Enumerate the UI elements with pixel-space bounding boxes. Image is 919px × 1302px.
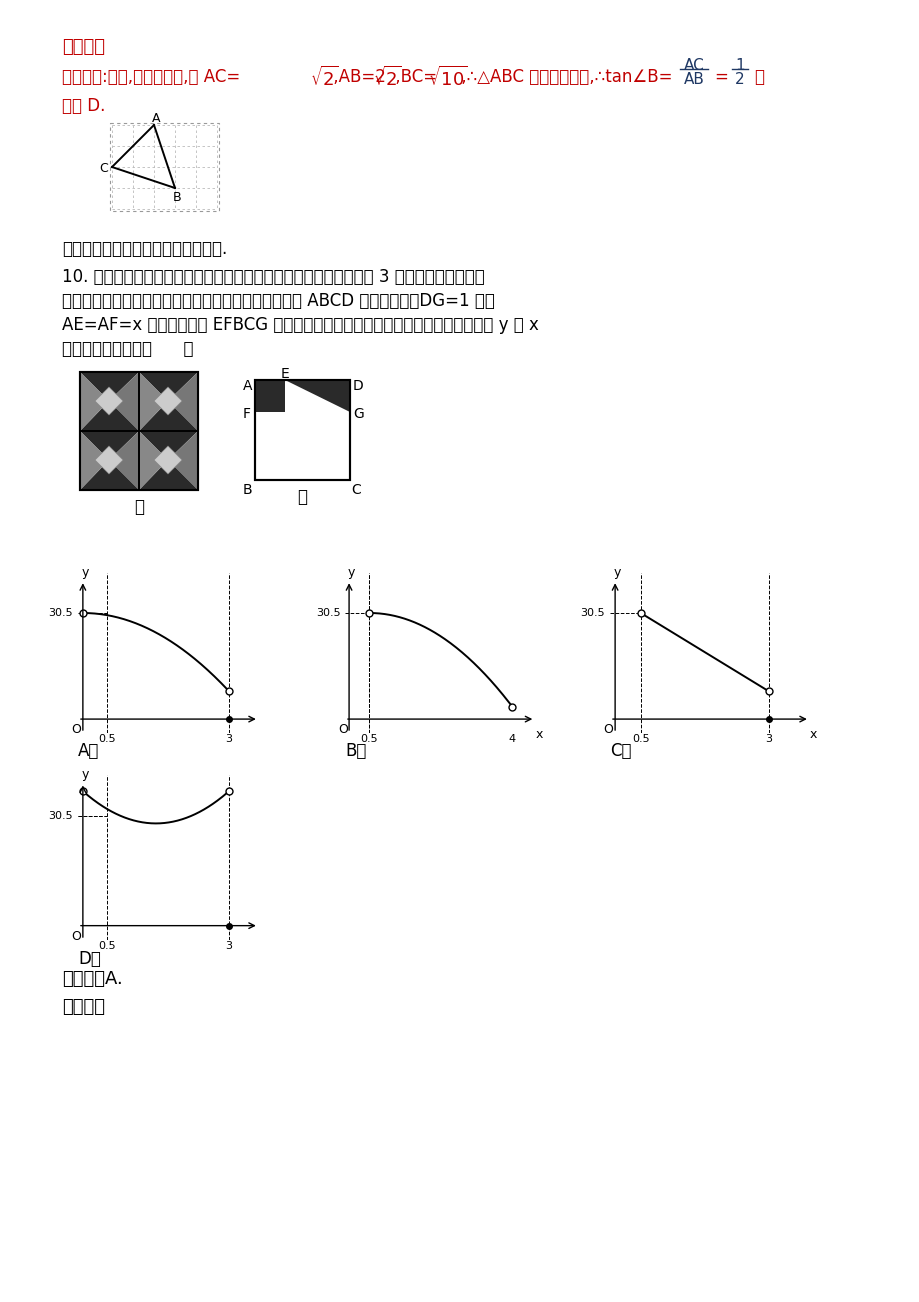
Text: y: y [82, 768, 89, 781]
Text: D: D [353, 379, 363, 393]
Polygon shape [153, 387, 182, 415]
Text: 4: 4 [508, 734, 516, 745]
Polygon shape [139, 401, 198, 431]
Text: ,AB=2: ,AB=2 [328, 68, 385, 86]
Polygon shape [255, 380, 285, 411]
Text: 【答案】A.: 【答案】A. [62, 970, 122, 988]
Text: E: E [280, 367, 289, 381]
Text: y: y [613, 566, 620, 579]
Polygon shape [139, 431, 168, 490]
Polygon shape [80, 431, 139, 460]
Bar [80, 372, 198, 490]
Text: 考点：网格型；锐角三角函数的定义.: 考点：网格型；锐角三角函数的定义. [62, 240, 227, 258]
Polygon shape [139, 431, 198, 460]
Text: AE=AF=x 米，在五边形 EFBCG 区域上种植花卉，则大正方形花坛种植花卉的面积 y 与 x: AE=AF=x 米，在五边形 EFBCG 区域上种植花卉，则大正方形花坛种植花卉… [62, 316, 539, 335]
Polygon shape [80, 372, 139, 401]
Text: G: G [353, 408, 363, 421]
Bar [80, 372, 198, 490]
Text: O: O [603, 723, 613, 736]
Text: y: y [82, 566, 89, 579]
Text: 0.5: 0.5 [98, 734, 116, 745]
Text: ,BC=: ,BC= [390, 68, 437, 86]
Polygon shape [153, 447, 182, 474]
Polygon shape [139, 372, 198, 401]
Polygon shape [95, 447, 123, 474]
Text: 1: 1 [734, 59, 744, 73]
Text: D．: D． [78, 950, 101, 967]
Text: A: A [243, 379, 252, 393]
Text: B．: B． [345, 742, 366, 760]
Text: x: x [535, 728, 542, 741]
Text: F: F [243, 408, 251, 421]
Text: 30.5: 30.5 [49, 608, 73, 618]
Text: 且每个小正方形的种植方案相同．其中的一个小正方形 ABCD 如图乙所示，DG=1 米，: 且每个小正方形的种植方案相同．其中的一个小正方形 ABCD 如图乙所示，DG=1… [62, 292, 494, 310]
Text: AC: AC [683, 59, 704, 73]
Polygon shape [80, 460, 139, 490]
Bar [255, 380, 349, 480]
Text: A: A [152, 112, 160, 125]
Text: AB: AB [683, 72, 704, 87]
Text: 0.5: 0.5 [98, 941, 116, 952]
Text: =: = [713, 68, 727, 86]
Text: 3: 3 [225, 734, 233, 745]
Text: 3: 3 [225, 941, 233, 952]
Text: 30.5: 30.5 [316, 608, 341, 618]
Text: ,∴△ABC 为直角三角形,∴tan∠B=: ,∴△ABC 为直角三角形,∴tan∠B= [456, 68, 672, 86]
Text: 【解析】: 【解析】 [62, 999, 105, 1016]
Text: 0.5: 0.5 [631, 734, 649, 745]
Text: B: B [243, 483, 253, 497]
Text: ，: ， [754, 68, 763, 86]
Polygon shape [95, 387, 123, 415]
Text: 试题分析:如图,由勾股定理,得 AC=: 试题分析:如图,由勾股定理,得 AC= [62, 68, 240, 86]
Bar [110, 122, 219, 211]
Text: 0.5: 0.5 [360, 734, 378, 745]
Polygon shape [108, 372, 139, 431]
Text: $\sqrt{2}$: $\sqrt{2}$ [310, 66, 338, 90]
Text: 乙: 乙 [297, 488, 307, 506]
Polygon shape [168, 431, 198, 490]
Text: C: C [99, 161, 108, 174]
Bar [255, 380, 349, 480]
Text: B: B [173, 191, 181, 204]
Polygon shape [80, 431, 108, 490]
Polygon shape [285, 380, 349, 411]
Text: 30.5: 30.5 [580, 608, 604, 618]
Polygon shape [139, 460, 198, 490]
Polygon shape [80, 372, 108, 431]
Text: y: y [347, 566, 355, 579]
Text: 甲: 甲 [134, 497, 144, 516]
Text: 2: 2 [734, 72, 744, 87]
Text: 10. 某校校园内有一个大正方形花坛，如图甲所示，它由四个边长为 3 米的小正方形组成，: 10. 某校校园内有一个大正方形花坛，如图甲所示，它由四个边长为 3 米的小正方… [62, 268, 484, 286]
Text: 的函数图象大致是（      ）: 的函数图象大致是（ ） [62, 340, 193, 358]
Text: 3: 3 [765, 734, 771, 745]
Polygon shape [139, 372, 168, 431]
Text: A．: A． [78, 742, 99, 760]
Text: $\sqrt{2}$: $\sqrt{2}$ [372, 66, 401, 90]
Text: $\sqrt{10}$: $\sqrt{10}$ [427, 66, 468, 90]
Polygon shape [168, 372, 198, 431]
Text: x: x [809, 728, 816, 741]
Polygon shape [80, 401, 139, 431]
Text: O: O [337, 723, 347, 736]
Text: C．: C． [609, 742, 630, 760]
Text: C: C [351, 483, 360, 497]
Text: 30.5: 30.5 [49, 811, 73, 822]
Text: O: O [72, 930, 81, 943]
Text: 【解析】: 【解析】 [62, 38, 105, 56]
Polygon shape [108, 431, 139, 490]
Text: 故选 D.: 故选 D. [62, 98, 106, 115]
Text: O: O [72, 723, 81, 736]
